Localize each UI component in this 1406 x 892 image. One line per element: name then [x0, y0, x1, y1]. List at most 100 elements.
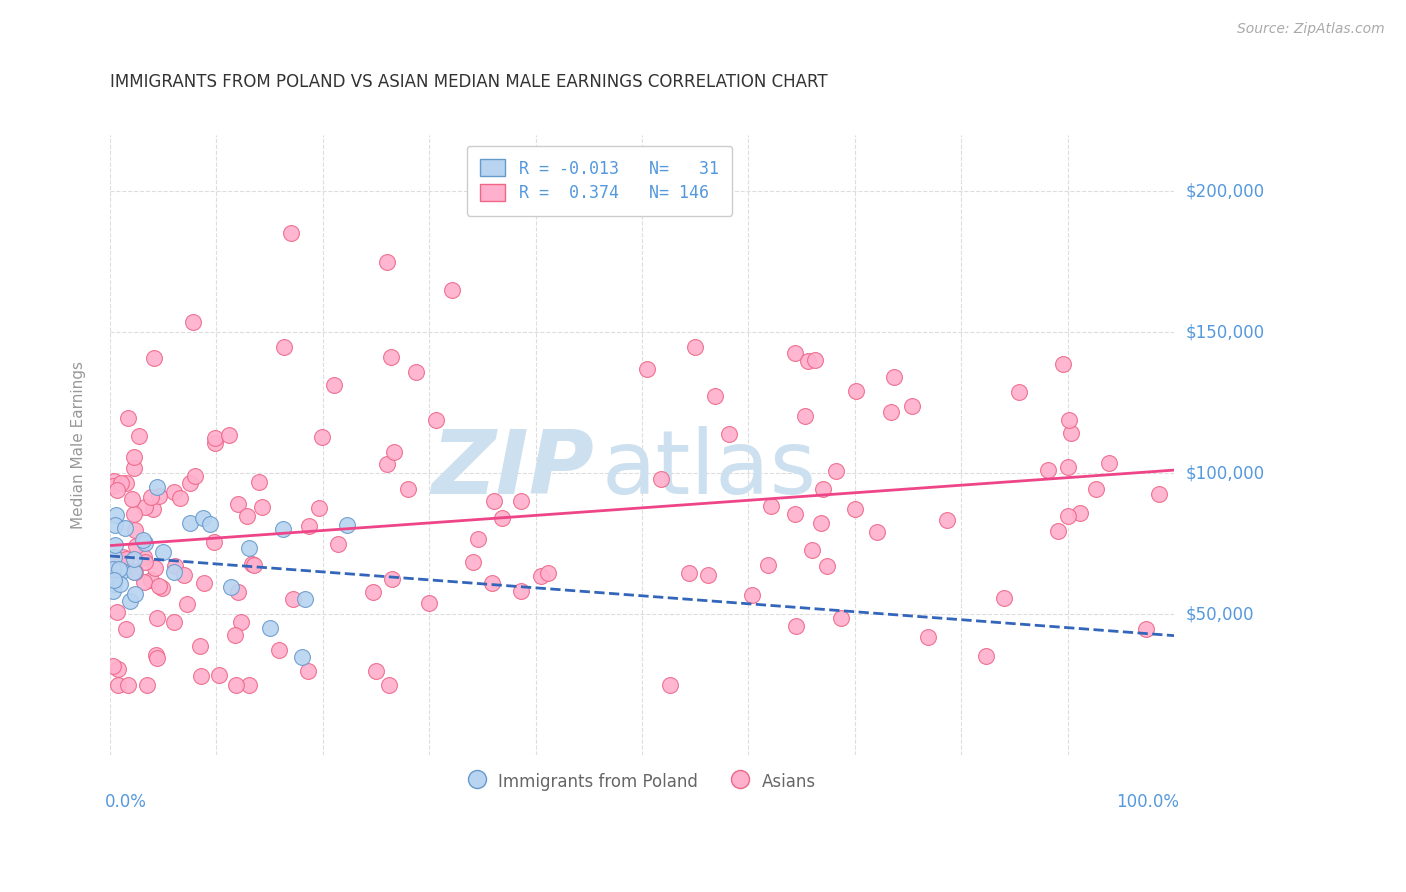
Text: Source: ZipAtlas.com: Source: ZipAtlas.com [1237, 22, 1385, 37]
Point [124, 450, 146, 465]
Point [418, 596, 440, 610]
Point [124, 523, 146, 537]
Point [364, 664, 387, 678]
Point [208, 668, 231, 682]
Point [163, 558, 186, 573]
Point [683, 340, 706, 354]
Point [101, 659, 124, 673]
Point [224, 627, 246, 641]
Point [101, 559, 124, 574]
Point [756, 558, 779, 572]
Point [124, 552, 146, 566]
Point [105, 508, 128, 523]
Point [122, 461, 145, 475]
Point [1057, 459, 1080, 474]
Point [717, 426, 740, 441]
Point [1098, 456, 1121, 470]
Point [797, 354, 820, 368]
Point [110, 475, 132, 490]
Legend: Immigrants from Poland, Asians: Immigrants from Poland, Asians [457, 759, 827, 803]
Point [382, 445, 405, 459]
Point [901, 399, 924, 413]
Point [405, 365, 427, 379]
Point [378, 678, 401, 692]
Text: $100,000: $100,000 [1185, 464, 1264, 483]
Point [188, 639, 211, 653]
Point [311, 430, 333, 444]
Point [143, 561, 166, 575]
Point [1057, 508, 1080, 523]
Point [204, 431, 226, 445]
Point [1069, 506, 1091, 520]
Point [375, 457, 398, 471]
Point [134, 555, 156, 569]
Point [461, 556, 484, 570]
Point [134, 536, 156, 550]
Point [148, 489, 170, 503]
Point [425, 413, 447, 427]
Point [326, 537, 349, 551]
Point [103, 550, 125, 565]
Point [801, 543, 824, 558]
Point [179, 476, 201, 491]
Point [112, 549, 135, 564]
Point [163, 615, 186, 629]
Point [117, 678, 139, 692]
Text: $200,000: $200,000 [1185, 182, 1264, 200]
Point [121, 492, 143, 507]
Point [226, 498, 249, 512]
Point [238, 678, 260, 692]
Point [228, 585, 250, 599]
Point [139, 574, 162, 588]
Point [202, 535, 225, 549]
Point [481, 576, 503, 591]
Point [163, 565, 186, 579]
Point [152, 582, 174, 596]
Text: atlas: atlas [602, 426, 817, 513]
Point [336, 517, 359, 532]
Point [845, 384, 868, 398]
Point [273, 522, 295, 536]
Point [128, 428, 150, 442]
Point [146, 611, 169, 625]
Point [741, 588, 763, 602]
Y-axis label: Median Male Earnings: Median Male Earnings [72, 361, 86, 529]
Point [101, 479, 124, 493]
Point [482, 494, 505, 508]
Point [145, 651, 167, 665]
Point [280, 227, 302, 241]
Point [114, 521, 136, 535]
Point [229, 615, 252, 630]
Point [783, 346, 806, 360]
Point [250, 500, 273, 514]
Text: ZIP: ZIP [432, 426, 595, 513]
Point [1059, 413, 1081, 427]
Point [204, 436, 226, 450]
Point [883, 370, 905, 384]
Point [221, 580, 243, 594]
Point [297, 664, 319, 678]
Point [132, 549, 155, 564]
Point [148, 579, 170, 593]
Point [381, 572, 404, 586]
Point [125, 539, 148, 553]
Point [308, 500, 330, 515]
Text: 100.0%: 100.0% [1116, 793, 1180, 811]
Point [240, 557, 263, 571]
Point [1036, 463, 1059, 477]
Point [536, 566, 558, 581]
Point [184, 469, 207, 483]
Point [101, 584, 124, 599]
Point [136, 678, 159, 692]
Point [273, 340, 295, 354]
Point [122, 565, 145, 579]
Point [1052, 357, 1074, 371]
Point [103, 474, 125, 488]
Point [1149, 486, 1171, 500]
Point [510, 584, 533, 599]
Point [1046, 524, 1069, 539]
Point [108, 562, 131, 576]
Point [179, 516, 201, 530]
Point [183, 315, 205, 329]
Text: 0.0%: 0.0% [104, 793, 146, 811]
